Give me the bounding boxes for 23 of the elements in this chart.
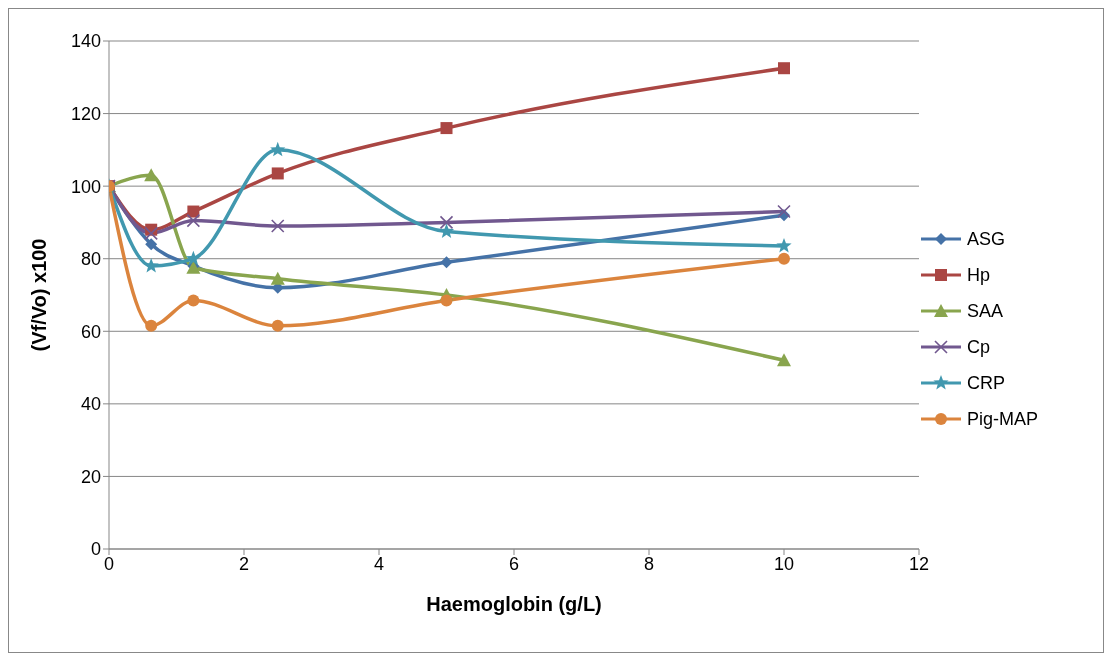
legend-label: Pig-MAP <box>967 408 1039 430</box>
x-tick-label: 8 <box>643 553 655 574</box>
legend-label: Cp <box>967 336 991 358</box>
y-tick-label: 100 <box>70 176 101 197</box>
y-tick-label: 20 <box>80 466 101 487</box>
y-axis-title: (Vf/Vo) x100 <box>28 238 51 352</box>
legend-label: ASG <box>967 228 1006 250</box>
x-tick-label: 0 <box>103 553 115 574</box>
x-tick-label: 10 <box>773 553 795 574</box>
x-axis-title: Haemoglobin (g/L) <box>426 593 602 615</box>
y-tick-label: 60 <box>80 321 101 342</box>
x-tick-label: 4 <box>373 553 385 574</box>
x-tick-label: 12 <box>908 553 930 574</box>
y-tick-label: 0 <box>90 539 101 560</box>
y-tick-label: 140 <box>70 31 101 52</box>
x-tick-label: 6 <box>508 553 520 574</box>
y-tick-label: 80 <box>80 249 101 270</box>
y-tick-label: 40 <box>80 394 101 415</box>
y-tick-label: 120 <box>70 103 101 124</box>
legend-label: SAA <box>967 300 1004 322</box>
legend-label: Hp <box>967 264 991 286</box>
x-tick-label: 2 <box>238 553 250 574</box>
legend-label: CRP <box>967 372 1006 394</box>
